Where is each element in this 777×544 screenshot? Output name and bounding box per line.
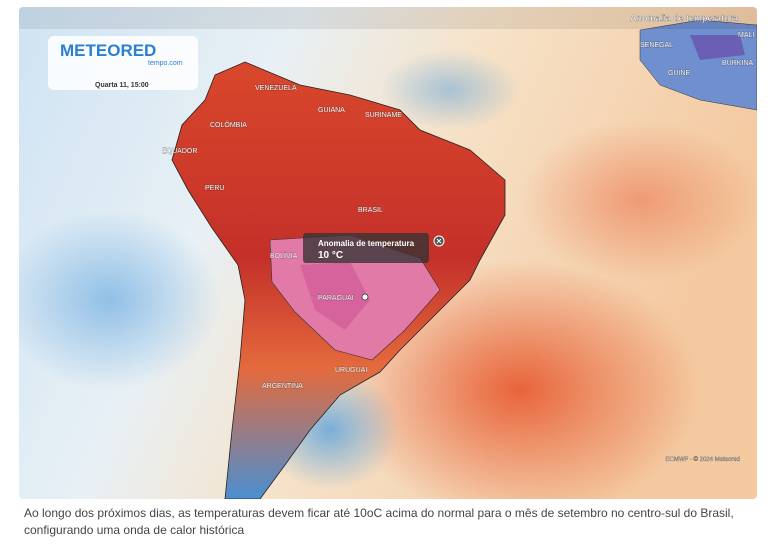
country-label: GUIANA <box>318 107 345 114</box>
logo-brand: METEORED <box>60 41 156 60</box>
country-label: PARAGUAI <box>318 295 354 302</box>
country-label: BURKINA <box>722 60 753 67</box>
caption: Ao longo dos próximos dias, as temperatu… <box>24 506 734 537</box>
credit: ECMWF · © 2024 Meteored <box>666 456 740 463</box>
point-marker <box>361 293 369 301</box>
country-label: BOLÍVIA <box>270 251 298 260</box>
tooltip <box>303 233 429 263</box>
country-label: COLÔMBIA <box>210 120 247 129</box>
map-area: VENEZUELA GUIANA SURINAME COLÔMBIA EQUAD… <box>19 7 757 499</box>
country-label: ARGENTINA <box>262 383 303 390</box>
country-label: GUINÉ <box>668 68 691 77</box>
country-label: URUGUAI <box>335 367 367 374</box>
legend-title: Anomalia de temperatura <box>630 13 739 23</box>
country-label: BRASIL <box>358 207 383 214</box>
logo-site: tempo.com <box>148 60 183 67</box>
tooltip-title: Anomalia de temperatura <box>318 239 415 248</box>
country-label: EQUADOR <box>162 148 197 155</box>
timestamp: Quarta 11, 15:00 <box>95 82 149 89</box>
tooltip-value: 10 °C <box>318 250 343 261</box>
country-label: MALI <box>738 32 754 39</box>
country-label: VENEZUELA <box>255 85 297 92</box>
country-label: PERU <box>205 185 224 192</box>
country-label: SURINAME <box>365 112 402 119</box>
country-label: SENEGAL <box>640 42 673 49</box>
